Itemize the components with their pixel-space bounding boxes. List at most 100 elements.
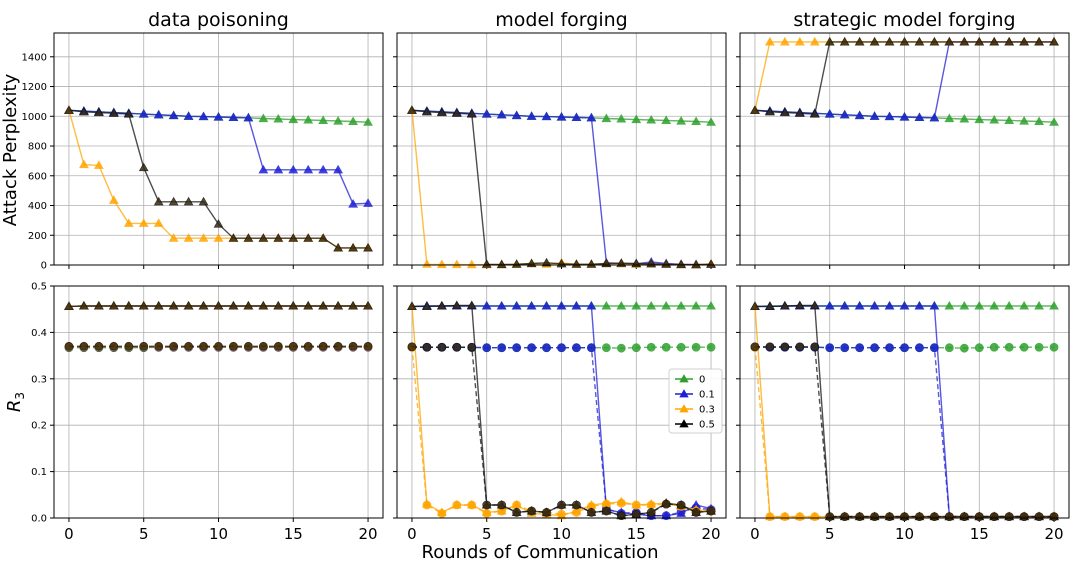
marker-triangle-0_5 xyxy=(944,36,955,46)
marker-triangle-0_5 xyxy=(213,300,224,310)
y-tick-label: 200 xyxy=(28,231,47,242)
legend-label: 0.1 xyxy=(699,390,715,401)
marker-triangle-0 xyxy=(1019,300,1030,310)
marker-triangle-0_5 xyxy=(258,233,269,242)
marker-triangle-0_5 xyxy=(436,107,447,117)
marker-circle-0_5 xyxy=(900,512,909,522)
x-tick-label: 15 xyxy=(627,525,646,543)
marker-triangle-0 xyxy=(318,115,329,124)
marker-circle-0_5 xyxy=(974,512,984,522)
marker-circle-0_5 xyxy=(214,341,223,351)
marker-triangle-0 xyxy=(706,117,716,126)
marker-triangle-0_5 xyxy=(123,300,134,310)
bottom-row-ylabel: R3 xyxy=(4,392,27,412)
marker-circle-0_5 xyxy=(318,341,328,351)
marker-triangle-0_5 xyxy=(451,300,462,310)
marker-triangle-0 xyxy=(676,300,687,310)
marker-triangle-0_5 xyxy=(989,36,1000,46)
marker-triangle-0 xyxy=(601,300,612,310)
marker-triangle-0_3 xyxy=(198,233,209,242)
y-tick-label: 400 xyxy=(28,201,47,212)
marker-triangle-0_5 xyxy=(303,233,314,242)
marker-triangle-0_5 xyxy=(794,300,805,310)
marker-triangle-0_1 xyxy=(153,109,164,119)
marker-triangle-0 xyxy=(1049,117,1059,126)
marker-triangle-0_5 xyxy=(466,109,477,118)
marker-triangle-0_5 xyxy=(348,242,358,252)
x-tick-label: 20 xyxy=(1044,525,1063,543)
marker-triangle-0_5 xyxy=(661,259,672,268)
marker-triangle-0_1 xyxy=(138,109,149,118)
marker-triangle-0_5 xyxy=(273,300,284,310)
marker-circle-0_5 xyxy=(795,342,805,352)
marker-triangle-0 xyxy=(1049,300,1059,310)
marker-circle-0_1 xyxy=(512,343,522,353)
marker-triangle-0_5 xyxy=(153,300,164,310)
marker-triangle-0 xyxy=(974,114,985,124)
marker-circle-0_5 xyxy=(184,341,193,351)
marker-circle-0_1 xyxy=(557,343,566,353)
subplot-1: 0 200 400 600 800 1000 1200 1400 data poisoning xyxy=(22,9,384,272)
marker-triangle-0_3 xyxy=(153,218,164,227)
marker-triangle-0_5 xyxy=(243,300,254,310)
marker-circle-0_3 xyxy=(631,500,641,510)
marker-triangle-0 xyxy=(258,113,269,123)
marker-circle-0_5 xyxy=(512,508,522,517)
marker-triangle-0 xyxy=(676,116,687,125)
marker-triangle-0_5 xyxy=(318,300,329,310)
marker-circle-0_5 xyxy=(258,341,268,351)
marker-triangle-0_1 xyxy=(824,300,835,310)
y-tick-label: 0.3 xyxy=(31,374,47,385)
marker-circle-0_1 xyxy=(542,343,551,353)
marker-triangle-0_1 xyxy=(839,300,850,310)
marker-triangle-0_5 xyxy=(854,36,865,46)
marker-triangle-0_1 xyxy=(526,111,537,120)
marker-triangle-0_1 xyxy=(496,300,507,310)
marker-triangle-0_5 xyxy=(183,300,194,310)
marker-triangle-0_5 xyxy=(884,36,895,46)
subplot-title: model forging xyxy=(495,9,627,31)
marker-triangle-0_1 xyxy=(556,112,567,121)
marker-triangle-0_1 xyxy=(288,164,299,174)
marker-circle-0_5 xyxy=(333,341,343,351)
marker-triangle-0_5 xyxy=(750,105,760,114)
marker-triangle-0_5 xyxy=(407,301,417,310)
marker-triangle-0_5 xyxy=(436,300,447,310)
marker-circle-0_5 xyxy=(169,341,179,351)
marker-triangle-0 xyxy=(944,113,955,123)
y-tick-label: 0 xyxy=(41,261,47,272)
marker-circle-0 xyxy=(1049,342,1059,352)
marker-triangle-0_3 xyxy=(809,36,820,46)
x-tick-label: 10 xyxy=(209,525,228,543)
marker-triangle-0_5 xyxy=(422,301,432,310)
marker-triangle-0_3 xyxy=(451,259,462,269)
marker-circle-0_5 xyxy=(79,341,89,351)
marker-triangle-0_5 xyxy=(123,109,134,118)
marker-triangle-0_5 xyxy=(481,259,492,268)
marker-triangle-0 xyxy=(333,116,344,125)
marker-circle-0_5 xyxy=(661,499,671,509)
marker-triangle-0_5 xyxy=(824,36,835,46)
marker-triangle-0_1 xyxy=(213,112,224,121)
marker-triangle-0_1 xyxy=(526,300,537,310)
marker-triangle-0_3 xyxy=(436,259,447,269)
marker-triangle-0_5 xyxy=(779,107,790,117)
marker-circle-0_5 xyxy=(64,341,74,351)
marker-circle-0_5 xyxy=(587,508,596,517)
marker-circle-0_5 xyxy=(348,341,358,351)
marker-circle-0_5 xyxy=(676,500,686,510)
marker-triangle-0_1 xyxy=(511,110,522,120)
marker-circle-0_5 xyxy=(422,342,432,352)
marker-circle-0_5 xyxy=(229,341,238,351)
marker-triangle-0_1 xyxy=(318,164,329,174)
marker-triangle-0_5 xyxy=(273,233,284,242)
marker-triangle-0_1 xyxy=(571,300,582,310)
subplot-6: 0 5 10 15 20 xyxy=(736,285,1070,543)
marker-triangle-0_3 xyxy=(168,233,179,242)
marker-circle-0 xyxy=(616,343,626,353)
marker-triangle-0_5 xyxy=(571,259,582,268)
marker-circle-0 xyxy=(1019,342,1029,352)
marker-circle-0_5 xyxy=(154,341,164,351)
marker-triangle-0 xyxy=(989,300,1000,310)
marker-triangle-0_1 xyxy=(869,111,880,120)
